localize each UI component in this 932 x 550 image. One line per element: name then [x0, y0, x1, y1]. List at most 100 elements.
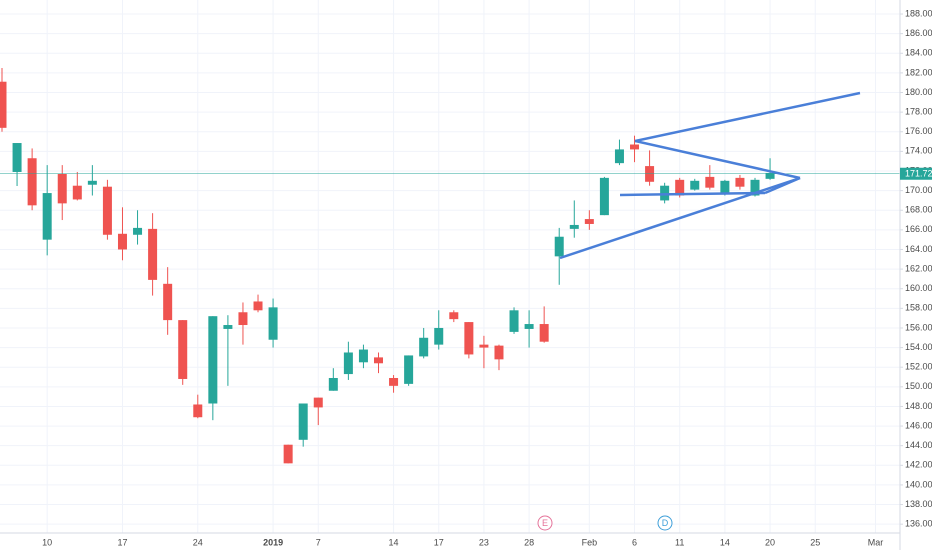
- candle-body: [343, 352, 353, 375]
- candle-body: [584, 219, 594, 224]
- candle-body: [283, 444, 293, 464]
- candle-body: [238, 312, 248, 326]
- y-tick-label: 176.00: [905, 126, 932, 136]
- y-tick-label: 188.00: [905, 8, 932, 18]
- candle-body: [404, 355, 414, 384]
- candle-body: [720, 180, 730, 193]
- y-tick-label: 182.00: [905, 67, 932, 77]
- candle-body: [419, 337, 429, 357]
- x-tick-label: 25: [810, 537, 820, 547]
- x-tick-label: 14: [389, 537, 399, 547]
- candle-body: [374, 357, 383, 364]
- x-tick-label: Mar: [868, 537, 884, 547]
- candle-body: [494, 345, 504, 360]
- x-tick-label: 24: [193, 537, 203, 547]
- y-tick-label: 150.00: [905, 381, 932, 391]
- event-label: E: [542, 518, 548, 528]
- y-tick-label: 168.00: [905, 205, 932, 215]
- candle-body: [42, 193, 52, 240]
- candle-body: [298, 403, 308, 440]
- x-tick-label: 2019: [263, 537, 283, 547]
- candle-body: [599, 177, 609, 216]
- y-tick-label: 144.00: [905, 440, 932, 450]
- x-tick-label: 23: [479, 537, 489, 547]
- y-tick-label: 136.00: [905, 519, 932, 529]
- candle-body: [765, 172, 775, 179]
- candle-body: [0, 81, 7, 128]
- trend-line: [634, 139, 801, 180]
- y-tick-label: 170.00: [905, 185, 932, 195]
- y-tick-label: 186.00: [905, 28, 932, 38]
- x-tick-label: 11: [675, 537, 684, 547]
- y-tick-label: 174.00: [905, 146, 932, 156]
- trend-drawings: [559, 91, 861, 260]
- event-marker: E: [537, 515, 553, 531]
- event-label: D: [662, 518, 669, 528]
- candle-body: [27, 158, 37, 206]
- y-tick-label: 138.00: [905, 499, 932, 509]
- y-tick-label: 164.00: [905, 244, 932, 254]
- candle-body: [509, 310, 519, 332]
- last-price-label: 171.72: [905, 169, 932, 179]
- trend-line: [619, 191, 766, 197]
- x-tick-label: 14: [720, 537, 730, 547]
- candle-body: [102, 186, 112, 235]
- event-marker: D: [657, 515, 673, 531]
- x-tick-label: 17: [434, 537, 444, 547]
- candle-body: [208, 316, 218, 404]
- y-tick-label: 180.00: [905, 87, 932, 97]
- candle-body: [569, 224, 579, 229]
- candle-body: [705, 176, 715, 188]
- candle-body: [87, 180, 97, 185]
- y-tick-label: 148.00: [905, 401, 932, 411]
- y-tick-label: 152.00: [905, 362, 932, 372]
- y-tick-label: 158.00: [905, 303, 932, 313]
- candle-body: [464, 322, 474, 355]
- candle-body: [614, 149, 624, 164]
- candle-body: [72, 185, 82, 200]
- candle-body: [449, 312, 459, 320]
- candle-body: [735, 177, 745, 187]
- y-tick-label: 184.00: [905, 48, 932, 58]
- x-tick-label: 7: [316, 537, 321, 547]
- candle-body: [117, 233, 127, 250]
- candle-body: [539, 324, 549, 342]
- x-tick-label: 17: [117, 537, 127, 547]
- candle-body: [675, 179, 685, 196]
- candle-body: [313, 397, 323, 408]
- trend-line: [559, 176, 801, 260]
- candle-body: [660, 185, 670, 201]
- y-tick-label: 156.00: [905, 322, 932, 332]
- candle-body: [223, 325, 233, 329]
- x-tick-label: 20: [765, 537, 775, 547]
- trend-line: [764, 176, 801, 195]
- candle-body: [750, 179, 760, 196]
- y-tick-label: 160.00: [905, 283, 932, 293]
- candle-body: [328, 377, 338, 391]
- candle-body: [524, 324, 534, 329]
- candles: [0, 67, 900, 464]
- candle-body: [389, 377, 399, 386]
- y-tick-label: 166.00: [905, 224, 932, 234]
- y-tick-label: 142.00: [905, 460, 932, 470]
- x-tick-label: 10: [42, 537, 52, 547]
- x-tick-label: 6: [632, 537, 637, 547]
- y-tick-label: 178.00: [905, 107, 932, 117]
- candle-body: [163, 283, 173, 321]
- candle-body: [57, 173, 67, 204]
- x-tick-label: 28: [524, 537, 534, 547]
- axes: 136.00 138.00 140.00 142.00 144.00 146.00 148.…: [42, 8, 932, 547]
- candle-body: [479, 344, 489, 348]
- last-price-tag: [900, 167, 932, 180]
- candle-body: [178, 320, 188, 379]
- candle-body: [554, 236, 564, 257]
- event-circle: [537, 515, 553, 531]
- candle-body: [148, 228, 158, 280]
- y-tick-label: 162.00: [905, 263, 932, 273]
- candle-body: [690, 180, 700, 190]
- y-tick-label: 154.00: [905, 342, 932, 352]
- candle-body: [358, 349, 368, 363]
- candle-body: [193, 404, 203, 418]
